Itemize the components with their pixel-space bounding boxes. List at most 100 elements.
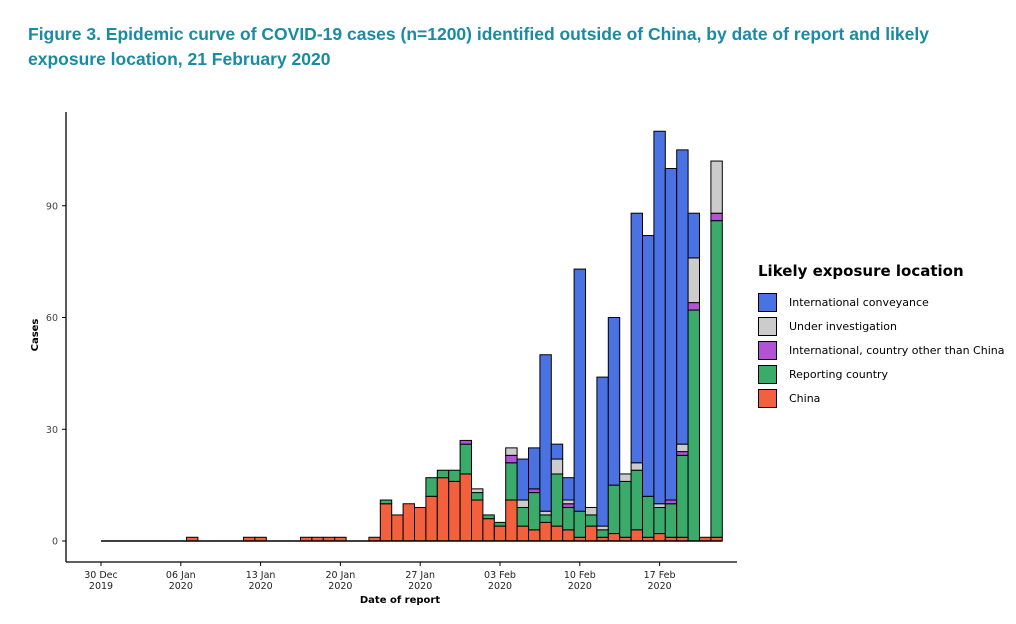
bar-segment (562, 506, 575, 531)
figure-title: Figure 3. Epidemic curve of COVID-19 cas… (28, 24, 929, 69)
bar-segment (550, 525, 564, 542)
bar-segment (687, 212, 700, 259)
bar-segment (493, 521, 507, 527)
bar-segment (448, 469, 461, 482)
legend-item: International, country other than China (758, 338, 1004, 362)
bar-segment (516, 499, 529, 508)
bar-segment (653, 533, 666, 542)
legend-swatch (758, 316, 777, 336)
bar-segment (653, 506, 666, 535)
bar-segment (710, 220, 723, 538)
legend-item: International conveyance (758, 290, 1004, 314)
bar-segment (562, 477, 575, 501)
x-tick-year: 2020 (169, 581, 193, 592)
bar-segment (402, 503, 416, 542)
bar-segment (630, 462, 643, 471)
bar-segment (653, 130, 666, 505)
bar-segment (607, 484, 621, 535)
bar-segment (596, 376, 609, 527)
x-tick-label: 17 Feb (644, 570, 676, 581)
legend-label: International, country other than China (789, 343, 1005, 357)
bar-segment (687, 257, 700, 304)
bar-segment (471, 492, 484, 501)
bar-segment (516, 525, 529, 542)
bar-segment (630, 529, 643, 542)
bar-segment (550, 443, 564, 460)
bar-segment (539, 510, 552, 516)
x-tick-year: 2020 (568, 581, 592, 592)
y-tick-label: 60 (46, 313, 58, 324)
x-tick-year: 2020 (488, 581, 512, 592)
legend-swatch (758, 388, 777, 408)
legend-label: International conveyance (789, 295, 929, 309)
legend-item: Under investigation (758, 314, 1004, 338)
bar-segment (493, 525, 507, 542)
bar-segment (710, 160, 723, 214)
bar-segment (676, 443, 689, 453)
bar-segment (653, 503, 666, 508)
bar-segment (687, 309, 700, 542)
y-tick-label: 30 (46, 425, 58, 436)
bar-segment (528, 529, 541, 542)
bar-segment (425, 495, 438, 542)
bar-segment (596, 525, 609, 531)
bar-segment (425, 477, 438, 497)
legend-item: Reporting country (758, 362, 1004, 386)
legend: Likely exposure location International c… (758, 262, 1004, 410)
bar-segment (528, 488, 541, 494)
legend-swatch (758, 364, 777, 384)
bar-segment (562, 503, 575, 508)
bar-segment (573, 268, 586, 512)
bar-segment (539, 514, 552, 523)
bar-segment (607, 533, 621, 542)
legend-item: China (758, 386, 1004, 410)
bar-segment (585, 525, 598, 542)
bar-segment (459, 473, 473, 542)
bar-segment (573, 510, 586, 538)
bar-segment (676, 454, 689, 538)
y-tick-label: 90 (46, 201, 58, 212)
bar-segment (539, 521, 552, 542)
bar-segment (550, 458, 564, 475)
x-tick-year: 2019 (89, 581, 113, 592)
bar-segment (687, 302, 700, 311)
bar-segment (607, 317, 621, 486)
bar-segment (550, 473, 564, 527)
x-tick-label: 03 Feb (484, 570, 516, 581)
bar-segment (379, 503, 393, 542)
bar-segment (391, 514, 404, 542)
x-tick-label: 20 Jan (326, 570, 356, 581)
bar-segment (528, 492, 541, 531)
bar-segment (539, 354, 552, 512)
bar-segment (471, 488, 484, 494)
bar-segment (642, 495, 655, 538)
bar-segment (505, 499, 518, 542)
bar-segment (379, 499, 393, 505)
bar-segment (505, 447, 518, 456)
bar-segment (630, 469, 643, 531)
bar-segment (630, 212, 643, 464)
x-tick-year: 2020 (328, 581, 352, 592)
bar-segment (414, 506, 427, 542)
bar-segment (448, 480, 461, 542)
bar-segment (710, 212, 723, 222)
legend-label: Reporting country (789, 367, 889, 381)
x-axis-label: Date of report (360, 595, 440, 606)
legend-swatch (758, 340, 777, 360)
legend-label: China (789, 391, 821, 405)
legend-title: Likely exposure location (758, 262, 964, 280)
y-tick-label: 0 (52, 537, 58, 548)
bar-segment (619, 473, 632, 482)
y-axis-label: Cases (30, 319, 41, 352)
legend-swatch (758, 292, 777, 312)
x-tick-label: 06 Jan (166, 570, 196, 581)
bar-segment (471, 499, 484, 542)
bar-segment (664, 503, 678, 538)
bar-segment (664, 499, 678, 505)
bar-segment (459, 439, 473, 445)
bar-segment (676, 149, 689, 445)
bar-segment (516, 506, 529, 527)
x-tick-label: 30 Dec (84, 570, 118, 581)
x-tick-label: 13 Jan (246, 570, 276, 581)
